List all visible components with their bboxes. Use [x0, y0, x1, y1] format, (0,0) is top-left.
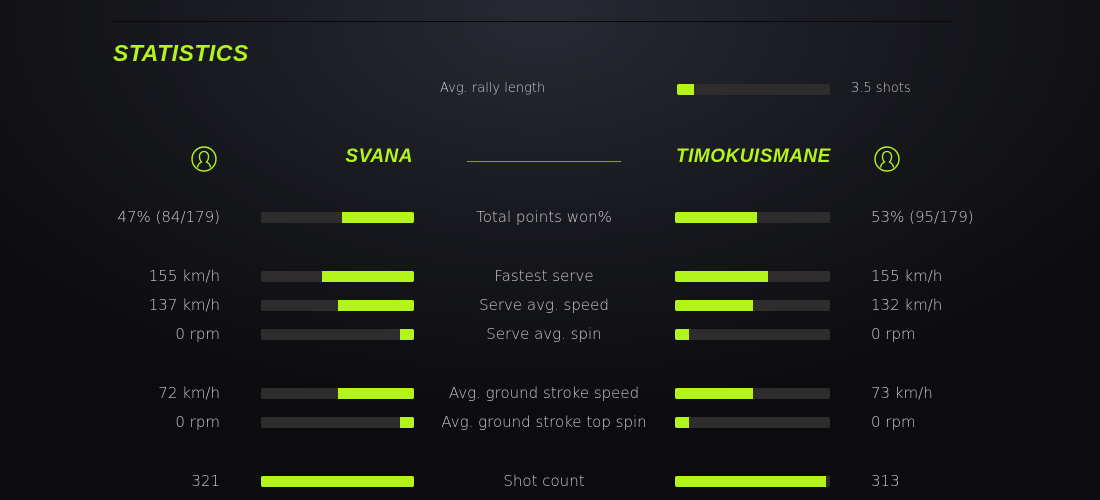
- stat-left-value: 0 rpm: [175, 413, 220, 431]
- player-left-name: SVANA: [345, 146, 413, 167]
- stat-right-value: 0 rpm: [871, 325, 916, 343]
- stat-right-value: 155 km/h: [871, 267, 943, 285]
- rally-label: Avg. rally length: [440, 81, 546, 96]
- rally-bar-fill: [677, 84, 694, 95]
- stat-right-bar: [675, 388, 830, 399]
- stat-left-bar-fill: [400, 329, 414, 340]
- stat-right-bar-fill: [675, 212, 758, 223]
- stat-right-bar-fill: [675, 300, 753, 311]
- stat-right-bar: [675, 212, 830, 223]
- stat-left-value: 0 rpm: [175, 325, 220, 343]
- stat-label: Serve avg. speed: [479, 296, 609, 314]
- stat-label: Avg. ground stroke speed: [448, 384, 640, 402]
- stat-left-bar-fill: [337, 388, 414, 399]
- stat-left-bar-fill: [322, 271, 414, 282]
- stat-right-bar: [675, 476, 830, 487]
- player-right-name: TIMOKUISMANE: [676, 146, 831, 167]
- stat-label: Serve avg. spin: [486, 325, 602, 343]
- stat-right-bar-fill: [675, 271, 768, 282]
- stat-right-value: 132 km/h: [871, 296, 943, 314]
- stat-right-bar-fill: [675, 329, 689, 340]
- players-divider: [467, 161, 621, 162]
- stat-label: Avg. ground stroke top spin: [441, 413, 647, 431]
- stat-left-bar: [261, 300, 414, 311]
- stat-left-bar: [261, 417, 414, 428]
- stat-left-value: 137 km/h: [148, 296, 220, 314]
- stat-left-value: 321: [191, 472, 220, 490]
- stat-left-bar: [261, 271, 414, 282]
- stat-right-bar: [675, 300, 830, 311]
- user-circle-icon: [191, 146, 217, 172]
- rally-value: 3.5 shots: [851, 81, 911, 96]
- stat-right-value: 73 km/h: [871, 384, 933, 402]
- stat-label: Total points won%: [476, 208, 612, 226]
- stat-left-value: 72 km/h: [158, 384, 220, 402]
- stat-right-value: 53% (95/179): [871, 208, 974, 226]
- stat-left-bar: [261, 212, 414, 223]
- rally-bar: [677, 84, 830, 95]
- stat-left-value: 47% (84/179): [117, 208, 220, 226]
- top-divider: [113, 21, 953, 22]
- stat-left-bar-fill: [337, 300, 414, 311]
- stat-right-value: 0 rpm: [871, 413, 916, 431]
- stat-left-value: 155 km/h: [148, 267, 220, 285]
- stat-left-bar: [261, 388, 414, 399]
- user-circle-icon: [874, 146, 900, 172]
- page-title: STATISTICS: [113, 40, 249, 66]
- stat-right-bar: [675, 271, 830, 282]
- stat-label: Shot count: [503, 472, 585, 490]
- stat-label: Fastest serve: [494, 267, 594, 285]
- stat-right-bar: [675, 329, 830, 340]
- stat-right-bar-fill: [675, 476, 827, 487]
- stat-left-bar-fill: [400, 417, 414, 428]
- stat-right-bar-fill: [675, 417, 689, 428]
- stat-right-bar: [675, 417, 830, 428]
- stat-right-bar-fill: [675, 388, 753, 399]
- stat-right-value: 313: [871, 472, 900, 490]
- stat-left-bar: [261, 476, 414, 487]
- stat-left-bar-fill: [342, 212, 414, 223]
- stat-left-bar-fill: [261, 476, 414, 487]
- stat-left-bar: [261, 329, 414, 340]
